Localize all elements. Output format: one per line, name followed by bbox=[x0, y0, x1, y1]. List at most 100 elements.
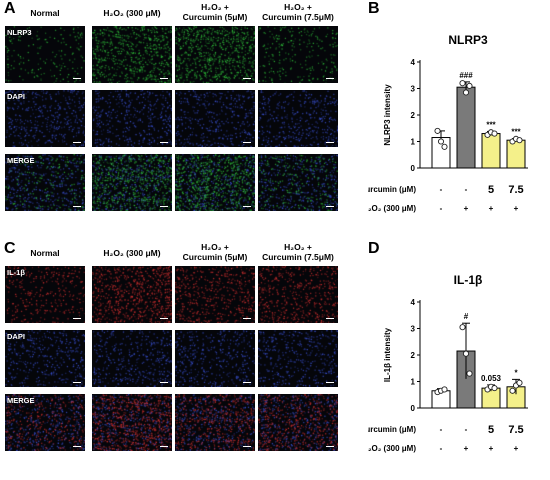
scale-bar bbox=[160, 77, 168, 79]
fluorescence-signal bbox=[5, 394, 85, 451]
treatment-value: 7.5 bbox=[508, 424, 523, 436]
micrograph-tile bbox=[258, 90, 338, 147]
treatment-value: - bbox=[440, 425, 443, 434]
treatment-value: - bbox=[465, 425, 468, 434]
chart-title: NLRP3 bbox=[448, 33, 488, 47]
data-point bbox=[466, 370, 473, 377]
fluorescence-signal bbox=[175, 266, 255, 323]
scale-bar bbox=[243, 445, 251, 447]
treatment-value: - bbox=[465, 185, 468, 194]
scale-bar bbox=[73, 205, 81, 207]
significance-label: # bbox=[464, 312, 469, 321]
micrograph-tile bbox=[92, 154, 172, 211]
treatment-value: - bbox=[440, 185, 443, 194]
y-tick-label: 3 bbox=[411, 85, 416, 94]
treatment-value: 5 bbox=[488, 184, 494, 196]
micrograph-tile: MERGE bbox=[5, 154, 85, 211]
column-header: Normal bbox=[30, 248, 60, 258]
micrograph-tile bbox=[92, 26, 172, 83]
scale-bar bbox=[326, 381, 334, 383]
panel-b-bar-chart: NLRP3 NLRP3 intensity 0 1 2 3 4 ### *** *** Curcum… bbox=[368, 33, 528, 213]
column-header: H₂O₂ (300 μM) bbox=[103, 248, 161, 258]
row-label: MERGE bbox=[7, 396, 35, 405]
column-header: H₂O₂ + Curcumin (7.5μM) bbox=[262, 2, 334, 22]
column-header: H₂O₂ + Curcumin (5μM) bbox=[182, 242, 248, 262]
data-point bbox=[509, 387, 516, 394]
y-tick-label: 4 bbox=[411, 58, 416, 67]
fluorescence-signal bbox=[5, 330, 85, 387]
micrograph-tile bbox=[92, 90, 172, 147]
treatment-value: + bbox=[464, 204, 469, 213]
fluorescence-signal bbox=[92, 90, 172, 147]
panel-b-letter: B bbox=[368, 0, 380, 17]
fluorescence-signal bbox=[258, 266, 338, 323]
micrograph-tile bbox=[175, 266, 255, 323]
column-header: H₂O₂ (300 μM) bbox=[103, 8, 161, 18]
scale-bar bbox=[326, 141, 334, 143]
scale-bar bbox=[160, 445, 168, 447]
treatment-value: + bbox=[489, 204, 494, 213]
column-header: H₂O₂ + Curcumin (5μM) bbox=[182, 2, 248, 22]
y-axis-label: IL-1β intensity bbox=[383, 327, 392, 382]
treatment-value: + bbox=[464, 444, 469, 453]
fluorescence-signal bbox=[5, 26, 85, 83]
scale-bar bbox=[73, 445, 81, 447]
fluorescence-signal bbox=[175, 394, 255, 451]
scale-bar bbox=[160, 205, 168, 207]
data-point bbox=[516, 379, 523, 386]
data-point bbox=[466, 82, 473, 89]
micrograph-tile bbox=[92, 266, 172, 323]
panel-a-letter: A bbox=[4, 0, 16, 17]
fluorescence-signal bbox=[175, 154, 255, 211]
row-label: NLRP3 bbox=[7, 28, 32, 37]
column-header: Normal bbox=[30, 8, 60, 18]
scale-bar bbox=[160, 317, 168, 319]
bar bbox=[481, 133, 501, 169]
scale-bar bbox=[73, 381, 81, 383]
micrograph-tile bbox=[258, 26, 338, 83]
micrograph-tile bbox=[92, 330, 172, 387]
scale-bar bbox=[73, 141, 81, 143]
fluorescence-signal bbox=[258, 394, 338, 451]
treatment-value: - bbox=[440, 444, 443, 453]
scale-bar bbox=[326, 205, 334, 207]
fluorescence-signal bbox=[5, 154, 85, 211]
fluorescence-signal bbox=[92, 154, 172, 211]
panel-d-letter: D bbox=[368, 240, 380, 257]
y-tick-label: 1 bbox=[411, 378, 416, 387]
micrograph-tile: DAPI bbox=[5, 90, 85, 147]
treatment-value: 5 bbox=[488, 424, 494, 436]
treatment-value: + bbox=[514, 444, 519, 453]
micrograph-tile bbox=[258, 330, 338, 387]
treatment-value: + bbox=[514, 204, 519, 213]
data-point bbox=[462, 350, 470, 357]
chart-title: IL-1β bbox=[454, 273, 483, 287]
micrograph-tile bbox=[175, 154, 255, 211]
data-point bbox=[437, 138, 445, 145]
fluorescence-signal bbox=[258, 90, 338, 147]
row-label: IL-1β bbox=[7, 268, 25, 277]
y-tick-label: 4 bbox=[411, 298, 416, 307]
y-tick-label: 3 bbox=[411, 325, 416, 334]
scale-bar bbox=[326, 445, 334, 447]
y-tick-label: 2 bbox=[411, 111, 416, 120]
data-point bbox=[462, 89, 470, 96]
fluorescence-signal bbox=[175, 90, 255, 147]
row-label: DAPI bbox=[7, 92, 25, 101]
bar bbox=[506, 139, 526, 169]
micrograph-tile: IL-1β bbox=[5, 266, 85, 323]
fluorescence-signal bbox=[258, 330, 338, 387]
micrograph-tile bbox=[258, 266, 338, 323]
fluorescence-signal bbox=[5, 90, 85, 147]
treatment-row-label: H₂O₂ (300 μM) bbox=[368, 444, 416, 453]
micrograph-tile: DAPI bbox=[5, 330, 85, 387]
scale-bar bbox=[160, 141, 168, 143]
scale-bar bbox=[243, 77, 251, 79]
micrograph-tile bbox=[92, 394, 172, 451]
data-point bbox=[441, 386, 448, 393]
y-axis-label: NLRP3 intensity bbox=[383, 84, 392, 146]
treatment-value: 7.5 bbox=[508, 184, 523, 196]
scale-bar bbox=[73, 77, 81, 79]
scale-bar bbox=[326, 317, 334, 319]
scale-bar bbox=[243, 141, 251, 143]
